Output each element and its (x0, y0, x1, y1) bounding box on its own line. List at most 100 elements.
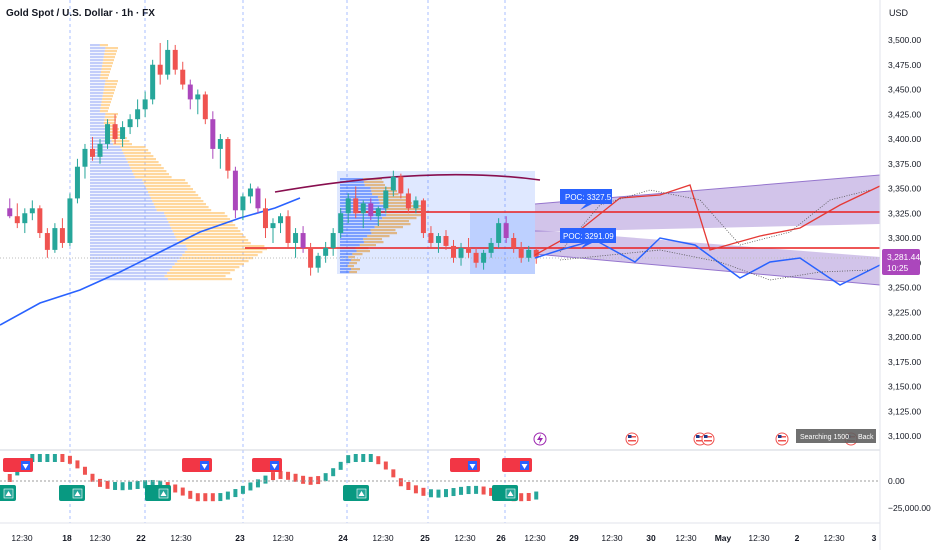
candle-body (262, 208, 268, 229)
candle-body (390, 176, 396, 191)
oscillator-bar (52, 454, 57, 462)
price-axis[interactable]: 3,500.00 3,475.00 3,450.00 3,425.00 3,400.00… (888, 35, 921, 441)
price-tick-label: 3,150.00 (888, 382, 921, 392)
volume-bar (340, 265, 348, 268)
volume-bar (90, 227, 172, 230)
poc-label-upper-text: POC: 3327.5 (565, 193, 612, 202)
volume-bar (105, 113, 118, 116)
volume-bar (169, 224, 236, 227)
candle-body (29, 208, 35, 214)
time-axis[interactable]: 12:30 18 12:30 22 12:30 23 12:30 24 12:30 25 12:30… (11, 533, 876, 543)
volume-bar (129, 164, 162, 167)
candle-body (22, 213, 28, 224)
candle-body (195, 94, 201, 100)
time-tick-label: 24 (338, 533, 348, 543)
volume-bar (174, 263, 244, 266)
poc-label-upper[interactable]: POC: 3327.5 (560, 189, 612, 210)
oscillator-axis[interactable]: 0.00 −25,000.00 (888, 476, 931, 513)
countdown-value: 10:25 (887, 263, 909, 273)
channel-upper[interactable] (535, 175, 880, 232)
volume-bar (90, 56, 104, 59)
projection-path-blue (534, 237, 881, 286)
price-tick-label: 3,500.00 (888, 35, 921, 45)
oscillator-bar (406, 482, 411, 491)
volume-bar (90, 278, 169, 281)
candle-body (300, 233, 306, 248)
candlesticks (7, 40, 539, 276)
oscillator-bar (286, 471, 291, 480)
volume-bar (90, 74, 101, 77)
oscillator-bar (398, 478, 403, 487)
range-box-2[interactable] (470, 212, 535, 274)
volume-bar (172, 230, 241, 233)
time-tick-label: 12:30 (170, 533, 192, 543)
volume-bar (340, 253, 353, 256)
volume-bar (90, 263, 175, 266)
volume-bar (184, 251, 263, 254)
oscillator-bar (248, 482, 253, 491)
volume-bar (377, 220, 409, 223)
price-tick-label: 3,125.00 (888, 406, 921, 416)
volume-bar (340, 271, 350, 274)
oscillator-bar (451, 488, 456, 497)
us-flag-stripe (704, 436, 712, 438)
oscillator-bar (368, 454, 373, 462)
candle-body (473, 252, 479, 263)
volume-bar (340, 181, 364, 184)
candle-body (278, 216, 284, 224)
candle-body (97, 143, 103, 157)
candle-body (466, 247, 472, 253)
us-flag-canton (778, 435, 782, 438)
candle-body (375, 208, 381, 217)
price-tick-label: 3,300.00 (888, 233, 921, 243)
volume-bar (90, 122, 104, 125)
poc-label-lower[interactable]: POC: 3291.09 (560, 228, 616, 249)
candle-body (180, 69, 186, 85)
price-tick-label: 3,250.00 (888, 283, 921, 293)
candle-body (368, 203, 374, 217)
volume-bar (90, 182, 144, 185)
channel-lower[interactable] (535, 230, 880, 285)
volume-bar (90, 65, 103, 68)
candle-body (435, 236, 441, 243)
volume-bar (90, 44, 100, 47)
search-overlay[interactable]: Searching 1500 Back (796, 429, 876, 443)
vwap-line (274, 173, 541, 193)
candle-body (526, 249, 532, 258)
volume-bar (168, 221, 233, 224)
volume-bar (127, 161, 159, 164)
volume-bar (168, 278, 232, 281)
range-box-1[interactable] (337, 171, 535, 274)
oscillator-bar (98, 478, 103, 487)
volume-bar (90, 179, 143, 182)
oscillator-bar (263, 475, 268, 484)
volume-bar (356, 250, 370, 253)
candle-body (338, 213, 344, 234)
volume-bar (103, 89, 115, 92)
oscillator-bar (443, 489, 448, 498)
volume-bar (104, 119, 116, 122)
chevron-down-icon (201, 464, 208, 469)
price-tick-label: 3,375.00 (888, 159, 921, 169)
volume-bar (146, 188, 193, 191)
volume-bar (148, 191, 196, 194)
oscillator-bar (188, 490, 193, 499)
oscillator-bar (218, 493, 223, 502)
search-overlay-back[interactable]: Back (858, 434, 874, 441)
currency-label[interactable]: USD (888, 8, 908, 18)
volume-bar (359, 244, 376, 247)
volume-bar (90, 68, 102, 71)
candle-body (142, 99, 148, 110)
candle-body (217, 139, 223, 149)
volume-bar (155, 206, 209, 209)
time-tick-label: 12:30 (601, 533, 623, 543)
last-price-tag[interactable]: 3,281.44 10:25 (882, 249, 920, 275)
us-flag-canton (628, 435, 632, 438)
volume-bar (340, 178, 364, 181)
candle-body (247, 188, 253, 197)
candle-body (135, 109, 141, 120)
candle-body (293, 233, 299, 243)
candle-body (405, 193, 411, 209)
volume-bar (382, 217, 417, 220)
